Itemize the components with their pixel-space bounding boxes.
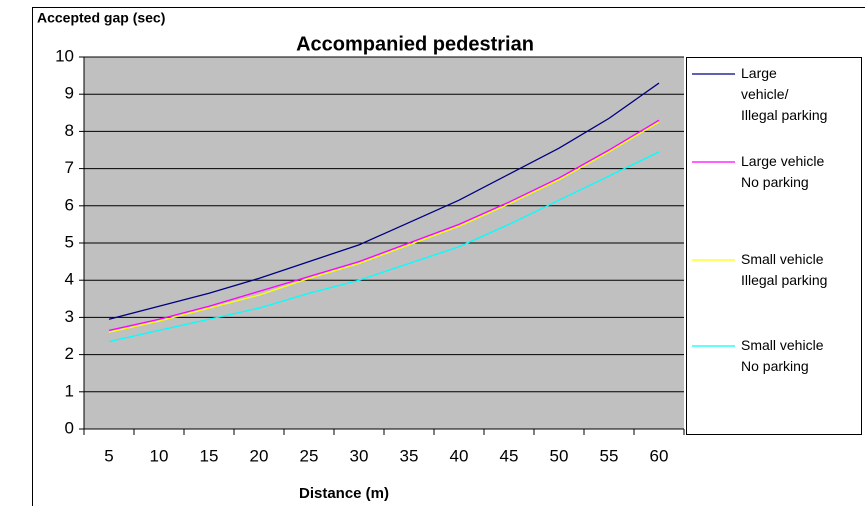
y-tick-label: 2 [65,344,74,363]
y-tick-label: 5 [65,232,74,251]
legend [686,57,862,435]
x-tick-label: 20 [250,446,269,465]
legend-label: Small vehicle Illegal parking [741,251,827,288]
series-line [108,82,660,320]
x-tick-label: 30 [350,446,369,465]
y-tick-label: 9 [65,84,74,103]
legend-label: Small vehicle No parking [741,337,824,374]
y-tick-label: 3 [65,307,74,326]
x-tick-label: 10 [150,446,169,465]
x-tick-label: 25 [300,446,319,465]
y-tick-label: 8 [65,121,74,140]
legend-label: Large vehicle No parking [741,153,824,190]
y-tick-label: 10 [55,46,74,65]
y-tick-label: 4 [65,270,74,289]
x-tick-label: 15 [200,446,219,465]
x-tick-label: 35 [400,446,419,465]
x-axis-label: Distance (m) [299,485,389,502]
x-tick-label: 40 [450,446,469,465]
y-axis-label: Accepted gap (sec) [37,10,165,26]
y-tick-label: 0 [65,418,74,437]
x-tick-label: 55 [600,446,619,465]
x-tick-label: 60 [650,446,669,465]
x-tick-label: 45 [500,446,519,465]
x-tick-label: 50 [550,446,569,465]
series-line [108,119,660,332]
series-line [108,151,660,343]
chart-title: Accompanied pedestrian [296,33,534,55]
legend-label: Large vehicle/Illegal parking [741,65,827,123]
y-tick-label: 7 [65,158,74,177]
x-tick-label: 5 [104,446,113,465]
series-line [108,121,660,333]
y-tick-label: 6 [65,195,74,214]
y-tick-label: 1 [65,381,74,400]
